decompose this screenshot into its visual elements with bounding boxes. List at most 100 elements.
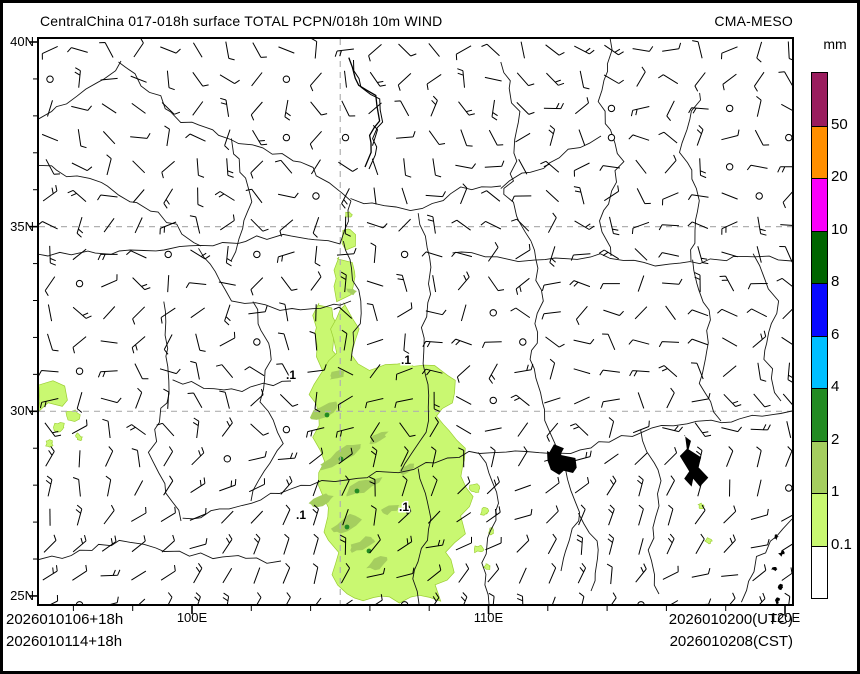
wind-barb-icon (779, 246, 792, 263)
wind-barb-icon (222, 592, 230, 604)
colorbar-segment (812, 440, 827, 493)
precip-area-medium (346, 288, 357, 296)
wind-barb-icon (545, 336, 565, 348)
wind-barb-icon (510, 307, 531, 319)
wind-barb-icon (250, 388, 264, 407)
wind-barb-icon (276, 251, 295, 263)
wind-barb-icon (190, 360, 200, 380)
wind-barb-icon (221, 417, 233, 437)
wind-barb-icon (163, 475, 174, 496)
wind-barb-icon (635, 159, 647, 174)
wind-barb-icon (602, 333, 616, 350)
wind-barb-icon (487, 563, 500, 583)
calm-wind-icon (607, 133, 616, 142)
wind-barb-icon (637, 275, 645, 292)
wind-barb-icon (687, 221, 709, 229)
wind-barb-icon (72, 248, 87, 261)
island (771, 567, 778, 572)
wind-barb-icon (220, 97, 230, 117)
precip-area-light (473, 544, 485, 554)
wind-barb-icon (692, 40, 703, 59)
precip-area-heavy (354, 488, 360, 494)
wind-barb-icon (658, 74, 679, 85)
wind-barb-icon (514, 508, 533, 520)
wind-barb-icon (225, 245, 233, 267)
wind-barb-icon (599, 369, 620, 376)
wind-barb-icon (515, 132, 531, 143)
wind-barb-icon (421, 251, 443, 258)
wind-barb-icon (514, 363, 534, 374)
wind-barb-icon (491, 99, 498, 121)
wind-barb-icon (190, 249, 211, 260)
wind-barb-icon (49, 245, 56, 266)
wind-barb-icon (515, 243, 531, 260)
wind-barb-icon (750, 538, 770, 549)
province-boundary (39, 539, 282, 564)
precip-area-medium (366, 556, 388, 571)
wind-barb-icon (369, 71, 386, 87)
footer-valid-cst: 2026010208(CST) (669, 633, 793, 650)
wind-barb-icon (370, 446, 378, 468)
wind-barb-icon (456, 365, 471, 383)
calm-wind-icon (46, 75, 54, 83)
wind-barb-icon (573, 186, 585, 205)
province-boundary (692, 259, 722, 422)
wind-barb-icon (687, 194, 709, 201)
wind-barb-icon (481, 43, 500, 57)
wind-barb-icon (574, 45, 595, 55)
wind-barb-icon (753, 393, 771, 408)
wind-barb-icon (515, 277, 530, 295)
wind-barb-icon (224, 129, 231, 151)
wind-barb-icon (226, 158, 234, 178)
wind-barb-icon (756, 246, 762, 263)
wind-barb-icon (39, 398, 59, 409)
wind-barb-icon (752, 564, 767, 582)
wind-barb-icon (72, 564, 88, 581)
wind-barb-icon (607, 533, 615, 555)
province-boundary (250, 301, 284, 502)
wind-barb-icon (250, 101, 263, 121)
wind-barb-icon (335, 427, 354, 438)
wind-barb-icon (135, 387, 143, 409)
province-boundary (529, 240, 562, 457)
wind-barb-icon (552, 596, 556, 604)
wind-barb-icon (192, 101, 204, 116)
wind-barb-icon (604, 453, 619, 465)
wind-barb-icon (101, 274, 118, 288)
wind-barb-icon (694, 504, 706, 525)
wind-barb-icon (425, 309, 447, 316)
lat-label-30N: 30N (10, 403, 34, 419)
wind-barb-icon (400, 446, 409, 467)
wind-barb-icon (219, 74, 240, 85)
wind-barb-icon (429, 417, 439, 438)
wind-barb-icon (311, 39, 318, 59)
wind-barb-icon (344, 70, 347, 88)
wind-barb-icon (455, 536, 472, 551)
wind-barb-icon (628, 339, 650, 345)
calm-wind-icon (164, 250, 172, 259)
wind-barb-icon (662, 192, 679, 206)
wind-barb-icon (222, 568, 233, 584)
wind-barb-icon (77, 129, 87, 149)
wind-barb-icon (333, 306, 353, 319)
province-boundary (740, 518, 792, 603)
wind-barb-icon (100, 397, 122, 404)
wind-barb-icon (339, 534, 347, 555)
wind-barb-icon (189, 507, 207, 521)
wind-barb-icon (72, 336, 87, 354)
wind-barb-icon (161, 102, 181, 115)
wind-barb-icon (366, 280, 384, 287)
wind-barb-icon (433, 391, 440, 412)
wind-barb-icon (573, 162, 590, 177)
wind-barb-icon (369, 534, 381, 554)
wind-barb-icon (575, 305, 588, 326)
wind-barb-icon (457, 271, 470, 291)
wind-barb-icon (45, 475, 53, 497)
wind-barb-icon (541, 281, 561, 292)
wind-barb-icon (100, 77, 118, 81)
wind-barb-icon (401, 475, 408, 497)
wind-barb-icon (245, 188, 263, 204)
wind-barb-icon (486, 476, 500, 495)
wind-barb-icon (221, 510, 234, 524)
wind-barb-icon (345, 599, 353, 604)
